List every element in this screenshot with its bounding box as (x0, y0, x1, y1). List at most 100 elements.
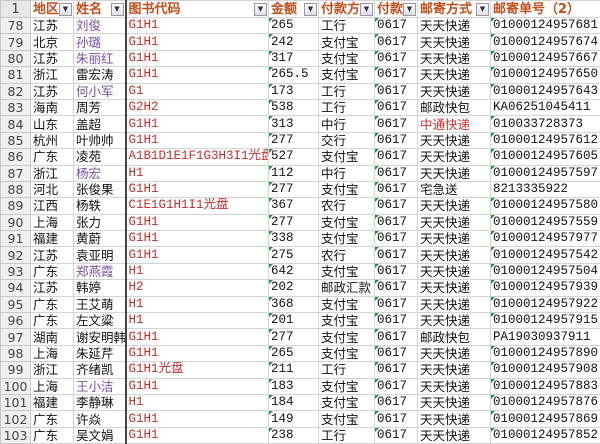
cell-name[interactable]: 张力 (73, 213, 127, 232)
cell-payment-date[interactable]: 0617 (374, 98, 418, 117)
cell-region[interactable]: 福建 (30, 393, 74, 412)
cell-payment-date[interactable]: 0617 (374, 230, 418, 248)
cell-region[interactable]: 海南 (30, 98, 74, 117)
filter-dropdown-icon[interactable]: ▼ (110, 3, 124, 16)
row-header[interactable]: 84 (0, 115, 31, 133)
cell-payment-method[interactable]: 支付宝 (318, 393, 375, 412)
cell-tracking[interactable]: 01000124957612 (490, 131, 600, 150)
cell-shipping[interactable]: 天天快递 (417, 361, 491, 379)
row-header[interactable]: 92 (0, 246, 31, 264)
row-header[interactable]: 101 (0, 393, 31, 412)
cell-payment-method[interactable]: 工行 (318, 82, 375, 100)
row-header[interactable]: 102 (0, 410, 31, 428)
cell-book-code[interactable]: G1H1 (125, 246, 269, 264)
cell-book-code[interactable]: H2 (125, 279, 269, 297)
filter-dropdown-icon[interactable]: ▼ (304, 3, 317, 16)
cell-payment-method[interactable]: 工行 (318, 361, 375, 379)
cell-name[interactable]: 韩婷 (73, 279, 127, 297)
cell-shipping[interactable]: 天天快递 (417, 295, 491, 314)
cell-shipping[interactable]: 天天快递 (417, 377, 491, 395)
cell-book-code[interactable]: G1H1 (125, 131, 269, 150)
cell-name[interactable]: 刘俊 (73, 16, 127, 35)
row-header[interactable]: 95 (0, 295, 31, 314)
cell-name[interactable]: 黄蔚 (73, 230, 127, 248)
cell-amount[interactable]: 112 (268, 164, 319, 182)
cell-tracking[interactable]: 01000124957890 (490, 344, 600, 363)
cell-book-code[interactable]: H1 (125, 164, 269, 182)
cell-payment-method[interactable]: 支付宝 (318, 66, 375, 84)
cell-shipping[interactable]: 天天快递 (417, 246, 491, 264)
cell-payment-date[interactable]: 0617 (374, 180, 418, 199)
cell-payment-method[interactable]: 支付宝 (318, 377, 375, 395)
cell-region[interactable]: 湖南 (30, 328, 74, 346)
cell-name[interactable]: 杨宏 (73, 164, 127, 182)
cell-amount[interactable]: 367 (268, 197, 319, 215)
cell-amount[interactable]: 338 (268, 230, 319, 248)
filter-dropdown-icon[interactable]: ▼ (476, 3, 489, 16)
cell-shipping[interactable]: 天天快递 (417, 279, 491, 297)
cell-payment-method[interactable]: 支付宝 (318, 262, 375, 281)
cell-region[interactable]: 上海 (30, 344, 74, 363)
cell-tracking[interactable]: 01000124957597 (490, 164, 600, 182)
cell-region[interactable]: 杭州 (30, 131, 74, 150)
cell-amount[interactable]: 277 (268, 131, 319, 150)
cell-payment-date[interactable]: 0617 (374, 393, 418, 412)
cell-payment-date[interactable]: 0617 (374, 197, 418, 215)
cell-payment-date[interactable]: 0617 (374, 377, 418, 395)
row-header[interactable]: 80 (0, 49, 31, 68)
row-header[interactable]: 94 (0, 279, 31, 297)
cell-tracking[interactable]: 01000124957674 (490, 33, 600, 51)
cell-name[interactable]: 左文粱 (73, 312, 127, 330)
row-header[interactable]: 103 (0, 426, 31, 444)
cell-amount[interactable]: 265 (268, 16, 319, 35)
cell-payment-method[interactable]: 支付宝 (318, 328, 375, 346)
cell-tracking[interactable]: 01000124957681 (490, 16, 600, 35)
cell-shipping[interactable]: 邮政快包 (417, 98, 491, 117)
cell-amount[interactable]: 277 (268, 180, 319, 199)
cell-region[interactable]: 江苏 (30, 279, 74, 297)
cell-payment-method[interactable]: 工行 (318, 16, 375, 35)
cell-book-code[interactable]: G1H1 (125, 33, 269, 51)
cell-name[interactable]: 凌苑 (73, 148, 127, 166)
cell-shipping[interactable]: 天天快递 (417, 426, 491, 444)
cell-payment-method[interactable]: 农行 (318, 197, 375, 215)
cell-name[interactable]: 雷宏涛 (73, 66, 127, 84)
row-header[interactable]: 91 (0, 230, 31, 248)
row-header[interactable]: 98 (0, 344, 31, 363)
cell-shipping[interactable]: 天天快递 (417, 66, 491, 84)
cell-payment-method[interactable]: 支付宝 (318, 230, 375, 248)
row-header[interactable]: 87 (0, 164, 31, 182)
row-header[interactable]: 97 (0, 328, 31, 346)
cell-region[interactable]: 广东 (30, 410, 74, 428)
cell-name[interactable]: 盖超 (73, 115, 127, 133)
cell-tracking[interactable]: 01000124957915 (490, 312, 600, 330)
cell-shipping[interactable]: 天天快递 (417, 262, 491, 281)
cell-payment-method[interactable]: 交行 (318, 131, 375, 150)
cell-tracking[interactable]: PA19030937911 (490, 328, 600, 346)
cell-payment-date[interactable]: 0617 (374, 49, 418, 68)
cell-tracking[interactable]: 01000124957542 (490, 246, 600, 264)
cell-payment-method[interactable]: 中行 (318, 164, 375, 182)
cell-region[interactable]: 上海 (30, 377, 74, 395)
cell-shipping[interactable]: 天天快递 (417, 393, 491, 412)
cell-book-code[interactable]: H1 (125, 295, 269, 314)
cell-payment-date[interactable]: 0617 (374, 131, 418, 150)
row-header[interactable]: 96 (0, 312, 31, 330)
cell-book-code[interactable]: C1E1G1H1I1光盘 (125, 197, 269, 215)
cell-payment-method[interactable]: 支付宝 (318, 33, 375, 51)
cell-name[interactable]: 王艾萌 (73, 295, 127, 314)
cell-region[interactable]: 上海 (30, 213, 74, 232)
cell-tracking[interactable]: 01000124957869 (490, 410, 600, 428)
cell-region[interactable]: 浙江 (30, 361, 74, 379)
cell-name[interactable]: 杨轶 (73, 197, 127, 215)
cell-tracking[interactable]: 01000124957852 (490, 426, 600, 444)
cell-payment-date[interactable]: 0617 (374, 246, 418, 264)
cell-name[interactable]: 朱丽红 (73, 49, 127, 68)
row-header[interactable]: 88 (0, 180, 31, 199)
cell-name[interactable]: 袁亚明 (73, 246, 127, 264)
cell-book-code[interactable]: G1H1光盘 (125, 361, 269, 379)
cell-region[interactable]: 河北 (30, 180, 74, 199)
filter-dropdown-icon[interactable]: ▼ (360, 3, 373, 16)
cell-shipping[interactable]: 天天快递 (417, 197, 491, 215)
cell-amount[interactable]: 317 (268, 49, 319, 68)
